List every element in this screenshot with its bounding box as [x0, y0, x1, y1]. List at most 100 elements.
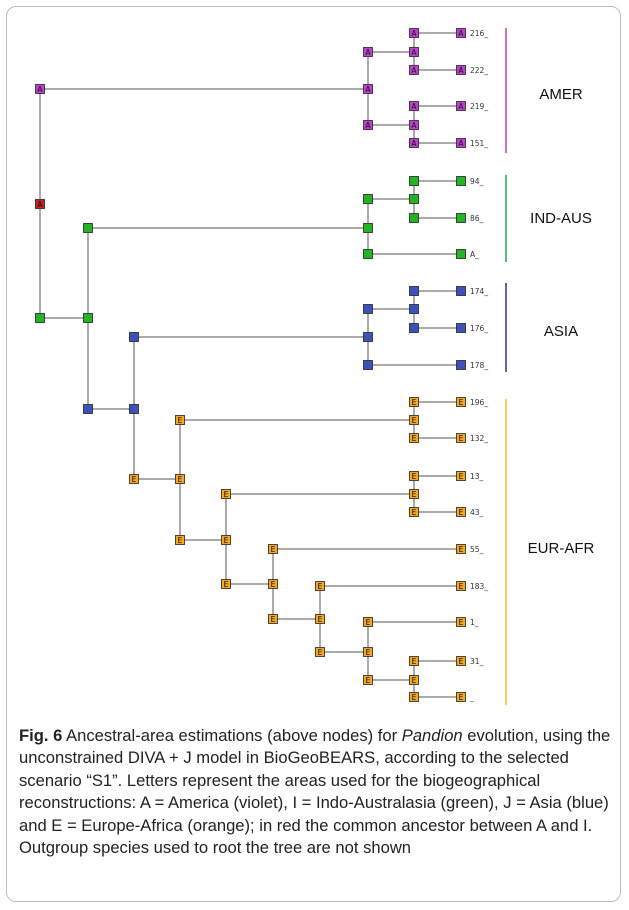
- node-marker: [409, 397, 419, 407]
- tip-label: 222_: [470, 66, 488, 75]
- node-marker: [363, 360, 373, 370]
- node-state-label: E: [366, 618, 371, 627]
- node-state-label: E: [318, 582, 323, 591]
- node-marker: [268, 579, 278, 589]
- node-state-label: A: [365, 85, 371, 94]
- tip-node-marker: [456, 213, 466, 223]
- node-state-label: A: [411, 66, 417, 75]
- tip-label: 178_: [470, 361, 488, 370]
- tip-node-marker: [456, 581, 466, 591]
- node-state-label: E: [459, 693, 464, 702]
- figure-label: Fig. 6: [19, 726, 63, 745]
- node-marker: [83, 404, 93, 414]
- root-node-marker: [35, 199, 45, 209]
- node-state-label: E: [224, 490, 229, 499]
- clade-label: IND-AUS: [530, 210, 592, 227]
- tip-label: 196_: [470, 398, 488, 407]
- clade-label: ASIA: [544, 323, 578, 340]
- node-state-label: A: [458, 66, 464, 75]
- tip-node-marker: [456, 65, 466, 75]
- node-state-label: A: [458, 102, 464, 111]
- tip-label: 1_: [470, 618, 479, 627]
- caption-text-1: Ancestral-area estimations (above nodes)…: [62, 726, 402, 745]
- tip-label: 216_: [470, 29, 488, 38]
- tip-label: 94_: [470, 177, 484, 186]
- node-marker: [129, 474, 139, 484]
- node-state-label: A: [365, 48, 371, 57]
- node-state-label: A: [458, 139, 464, 148]
- tip-node-marker: [456, 101, 466, 111]
- node-marker: [409, 28, 419, 38]
- node-marker: [363, 47, 373, 57]
- node-state-label: A: [411, 48, 417, 57]
- node-marker: [268, 544, 278, 554]
- node-marker: [363, 249, 373, 259]
- node-state-label: E: [271, 615, 276, 624]
- tip-label: 219_: [470, 102, 488, 111]
- node-marker: [409, 675, 419, 685]
- node-marker: [409, 65, 419, 75]
- node-marker: [409, 507, 419, 517]
- node-marker: [175, 415, 185, 425]
- clade-label: AMER: [539, 86, 583, 103]
- node-state-label: E: [459, 434, 464, 443]
- figure-caption: Fig. 6 Ancestral-area estimations (above…: [19, 725, 615, 859]
- tip-label: 176_: [470, 324, 488, 333]
- node-state-label: E: [412, 434, 417, 443]
- node-marker: [363, 332, 373, 342]
- node-marker: [129, 404, 139, 414]
- node-state-label: E: [412, 676, 417, 685]
- node-state-label: A: [411, 139, 417, 148]
- node-state-label: A: [411, 121, 417, 130]
- node-state-label: A: [37, 85, 43, 94]
- node-marker: [409, 489, 419, 499]
- tip-node-marker: [456, 176, 466, 186]
- node-marker: [409, 433, 419, 443]
- node-state-label: E: [412, 693, 417, 702]
- node-marker: [175, 474, 185, 484]
- node-state-label: A: [411, 29, 417, 38]
- node-marker: [129, 332, 139, 342]
- node-state-label: E: [178, 475, 183, 484]
- node-marker: [363, 647, 373, 657]
- node-marker: [409, 47, 419, 57]
- tip-node-marker: [456, 692, 466, 702]
- node-marker: [83, 313, 93, 323]
- node-marker: [409, 213, 419, 223]
- tip-label: 86_: [470, 214, 484, 223]
- node-marker: [221, 489, 231, 499]
- tip-node-marker: [456, 617, 466, 627]
- node-state-label: E: [318, 648, 323, 657]
- tip-label: 43_: [470, 508, 484, 517]
- node-marker: [315, 614, 325, 624]
- tip-node-marker: [456, 656, 466, 666]
- tip-node-marker: [456, 28, 466, 38]
- node-marker: [409, 120, 419, 130]
- tip-node-marker: [456, 323, 466, 333]
- tip-node-marker: [456, 249, 466, 259]
- node-marker: [363, 617, 373, 627]
- node-state-label: E: [412, 657, 417, 666]
- tip-label: 132_: [470, 434, 488, 443]
- node-state-label: E: [459, 657, 464, 666]
- node-marker: [363, 304, 373, 314]
- caption-text-2: evolution, using the unconstrained DIVA …: [19, 726, 611, 858]
- node-state-label: E: [224, 580, 229, 589]
- node-marker: [35, 84, 45, 94]
- tip-node-marker: [456, 433, 466, 443]
- node-marker: [409, 304, 419, 314]
- node-state-label: E: [412, 490, 417, 499]
- node-state-label: E: [459, 618, 464, 627]
- node-marker: [409, 692, 419, 702]
- node-marker: [315, 647, 325, 657]
- node-marker: [409, 286, 419, 296]
- node-marker: [409, 194, 419, 204]
- figure-frame: [6, 6, 621, 902]
- tip-label: 31_: [470, 657, 484, 666]
- node-marker: [363, 194, 373, 204]
- node-marker: [363, 120, 373, 130]
- node-state-label: E: [412, 398, 417, 407]
- node-state-label: E: [459, 508, 464, 517]
- clade-label: EUR-AFR: [528, 540, 595, 557]
